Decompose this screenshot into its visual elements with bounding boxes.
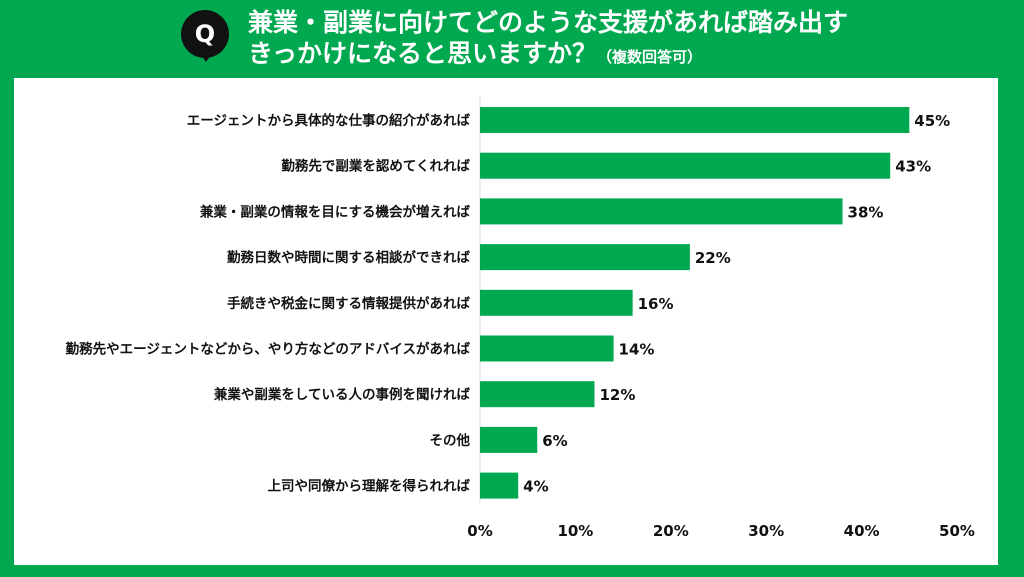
bar: [480, 335, 614, 362]
category-label: 勤務先やエージェントなどから、やり方などのアドバイスがあれば: [66, 341, 471, 358]
bar: [480, 426, 538, 453]
x-tick-label: 50%: [939, 522, 975, 540]
x-tick-label: 40%: [844, 522, 880, 540]
question-badge-tail: [199, 52, 213, 62]
data-label: 38%: [848, 203, 884, 221]
x-tick-label: 30%: [748, 522, 784, 540]
question-title-line2-text: きっかけになると思いますか？: [248, 39, 598, 68]
question-title-line1: 兼業・副業に向けてどのような支援があれば踏み出す: [248, 8, 849, 37]
bar: [480, 244, 690, 271]
bar-chart: エージェントから具体的な仕事の紹介があれば 45% 勤務先で副業を認めてくれれば 43…: [66, 96, 975, 540]
bar: [480, 198, 843, 225]
category-label: 兼業・副業の情報を目にする機会が増えれば: [200, 203, 471, 220]
chart-panel: エージェントから具体的な仕事の紹介があれば 45% 勤務先で副業を認めてくれれば 43…: [14, 78, 998, 565]
header: Q 兼業・副業に向けてどのような支援があれば踏み出す きっかけになると思いますか…: [0, 0, 1024, 78]
category-label: 勤務先で副業を認めてくれれば: [281, 158, 470, 175]
data-label: 4%: [523, 478, 548, 496]
question-badge: Q: [181, 10, 229, 58]
category-label: 上司や同僚から理解を得られれば: [268, 478, 471, 495]
category-label: その他: [430, 432, 471, 449]
x-tick-label: 20%: [653, 522, 689, 540]
category-label: 手続きや税金に関する情報提供があれば: [227, 295, 470, 312]
bar: [480, 289, 633, 316]
bar: [480, 152, 891, 179]
data-label: 6%: [542, 432, 567, 450]
data-label: 14%: [619, 341, 655, 359]
bar: [480, 107, 910, 133]
data-label: 12%: [599, 386, 635, 404]
bar: [480, 472, 519, 499]
question-title-line2: きっかけになると思いますか？（複数回答可）: [248, 38, 968, 73]
category-label: エージェントから具体的な仕事の紹介があれば: [187, 112, 471, 129]
data-label: 22%: [695, 249, 731, 267]
question-note: （複数回答可）: [597, 48, 703, 66]
question-title: 兼業・副業に向けてどのような支援があれば踏み出す きっかけになると思いますか？（…: [248, 7, 968, 73]
x-tick-label: 0%: [467, 522, 492, 540]
data-label: 16%: [638, 295, 674, 313]
category-label: 兼業や副業をしている人の事例を聞ければ: [214, 386, 471, 403]
bar: [480, 381, 595, 408]
category-label: 勤務日数や時間に関する相談ができれば: [227, 249, 470, 266]
data-label: 43%: [895, 158, 931, 176]
x-tick-label: 10%: [557, 522, 593, 540]
data-label: 45%: [914, 112, 950, 130]
